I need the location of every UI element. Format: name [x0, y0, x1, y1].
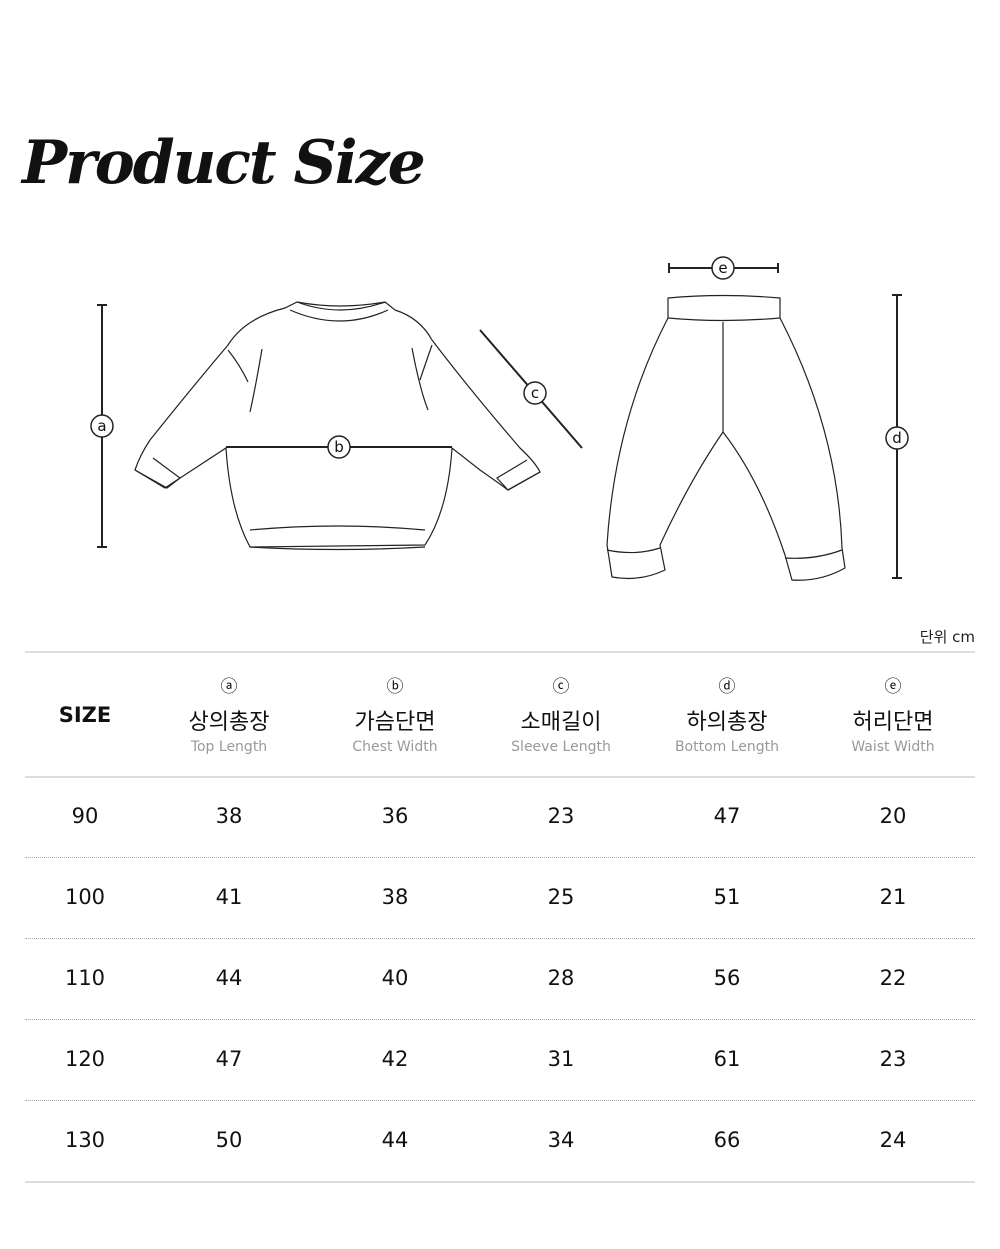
value-cell: 36 — [381, 804, 409, 828]
measure-e: e — [668, 256, 779, 280]
value-cell: 51 — [713, 885, 741, 909]
garment-diagram: a b c e d — [90, 256, 909, 581]
size-cell: 90 — [71, 804, 99, 828]
column-header-en: Bottom Length — [674, 739, 780, 755]
value-cell: 42 — [381, 1047, 409, 1071]
column-header-ko: 허리단면 — [852, 710, 934, 735]
column-header-en: Waist Width — [851, 739, 935, 755]
column-header-en: Sleeve Length — [511, 739, 611, 755]
value-cell: 21 — [879, 885, 907, 909]
value-cell: 61 — [713, 1047, 741, 1071]
value-cell: 23 — [547, 804, 575, 828]
size-cell: 100 — [64, 885, 106, 909]
table-top-border — [25, 651, 975, 653]
table-bottom-border — [25, 1181, 975, 1183]
unit-label: 단위 cm — [919, 628, 975, 646]
column-header-mark: ⓒ — [552, 677, 570, 697]
column-header-ko: 가슴단면 — [354, 710, 436, 735]
value-cell: 66 — [713, 1128, 741, 1152]
value-cell: 24 — [879, 1128, 907, 1152]
column-header-en: Top Length — [190, 739, 268, 755]
size-cell: 120 — [64, 1047, 106, 1071]
column-header-mark: ⓑ — [386, 677, 404, 697]
row-divider — [25, 857, 975, 858]
value-cell: 23 — [879, 1047, 907, 1071]
value-cell: 20 — [879, 804, 907, 828]
page-title: Product Size — [22, 128, 426, 198]
measure-a: a — [90, 304, 114, 548]
value-cell: 31 — [547, 1047, 575, 1071]
value-cell: 50 — [215, 1128, 243, 1152]
column-header-mark: ⓐ — [220, 677, 238, 697]
measure-b: b — [226, 435, 452, 459]
column-header-mark: ⓔ — [884, 677, 902, 697]
row-divider — [25, 1100, 975, 1101]
value-cell: 25 — [547, 885, 575, 909]
value-cell: 38 — [215, 804, 243, 828]
size-cell: 110 — [64, 966, 106, 990]
value-cell: 44 — [215, 966, 243, 990]
value-cell: 47 — [215, 1047, 243, 1071]
value-cell: 40 — [381, 966, 409, 990]
label-b: b — [334, 438, 344, 456]
measure-c: c — [479, 329, 583, 449]
column-header-mark: ⓓ — [718, 677, 736, 697]
size-cell: 130 — [64, 1128, 106, 1152]
value-cell: 44 — [381, 1128, 409, 1152]
column-header-ko: 소매길이 — [520, 710, 602, 735]
row-divider — [25, 1019, 975, 1020]
label-a: a — [97, 417, 106, 435]
column-header-ko: 하의총장 — [686, 710, 768, 735]
value-cell: 28 — [547, 966, 575, 990]
value-cell: 41 — [215, 885, 243, 909]
column-header-ko: 상의총장 — [188, 710, 270, 735]
column-header-en: Chest Width — [352, 739, 438, 755]
label-c: c — [531, 384, 539, 402]
value-cell: 47 — [713, 804, 741, 828]
pants-illustration — [606, 294, 846, 581]
label-d: d — [892, 429, 902, 447]
value-cell: 38 — [381, 885, 409, 909]
value-cell: 56 — [713, 966, 741, 990]
value-cell: 34 — [547, 1128, 575, 1152]
measure-d: d — [885, 294, 909, 579]
sweatshirt-illustration — [134, 301, 541, 551]
size-header: SIZE — [58, 703, 112, 727]
label-e: e — [718, 259, 727, 277]
header-divider — [25, 776, 975, 778]
value-cell: 22 — [879, 966, 907, 990]
row-divider — [25, 938, 975, 939]
